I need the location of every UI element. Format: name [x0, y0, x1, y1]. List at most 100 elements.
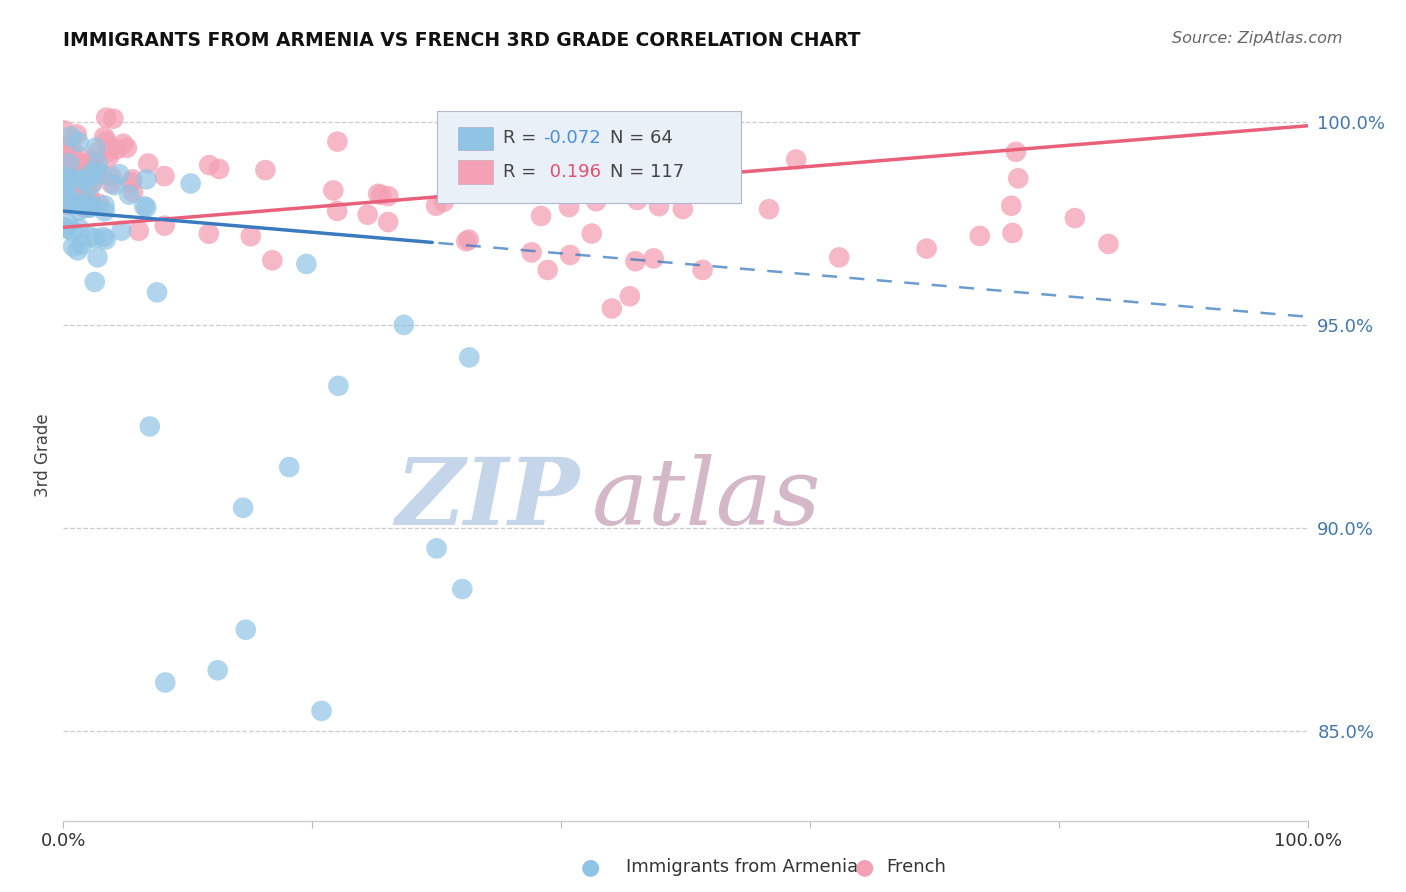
Point [59, 155, 82, 169]
Point [661, 122, 683, 136]
Point [58, 156, 80, 170]
Point [207, 663, 229, 677]
Text: ZIP: ZIP [395, 454, 579, 544]
Point [295, 257, 318, 271]
Point [84, 141, 107, 155]
Point [62, 155, 84, 169]
Point [53, 169, 76, 183]
Point [66, 157, 89, 171]
Point [643, 252, 665, 266]
Point [66, 128, 89, 142]
Point [62, 225, 84, 239]
Point [79, 190, 101, 204]
Point [93, 198, 115, 212]
Point [328, 379, 350, 393]
Point [69, 198, 91, 212]
Point [70, 237, 93, 252]
Point [326, 135, 349, 149]
Point [392, 318, 415, 332]
Point [77, 177, 100, 191]
Point [112, 136, 135, 151]
Text: Source: ZipAtlas.com: Source: ZipAtlas.com [1173, 31, 1343, 46]
Point [87, 164, 110, 178]
Point [79, 166, 101, 180]
Point [65, 187, 87, 202]
Point [59, 179, 82, 194]
Point [77, 201, 100, 215]
Point [537, 263, 560, 277]
Point [53, 186, 76, 200]
Point [108, 167, 131, 181]
Point [692, 263, 714, 277]
Point [153, 169, 176, 183]
Point [619, 187, 641, 202]
Point [120, 176, 142, 190]
Point [100, 169, 122, 183]
FancyBboxPatch shape [458, 127, 492, 150]
Point [180, 177, 202, 191]
Point [97, 150, 120, 164]
Point [370, 187, 392, 202]
Point [83, 199, 105, 213]
Point [451, 582, 474, 596]
Point [208, 161, 231, 176]
Point [585, 194, 607, 209]
Point [785, 153, 807, 167]
FancyBboxPatch shape [437, 112, 741, 202]
Point [70, 157, 93, 171]
Point [84, 165, 107, 179]
Point [80, 161, 103, 176]
Point [103, 178, 125, 193]
Point [828, 251, 851, 265]
Point [66, 174, 89, 188]
Point [53, 155, 76, 169]
Point [103, 112, 125, 126]
Point [67, 221, 90, 235]
Point [93, 129, 115, 144]
Point [58, 194, 80, 208]
Text: ●: ● [581, 857, 600, 877]
Y-axis label: 3rd Grade: 3rd Grade [34, 413, 52, 497]
Point [426, 541, 449, 556]
Point [56, 198, 79, 212]
Point [235, 623, 257, 637]
Point [73, 169, 96, 183]
Point [135, 172, 157, 186]
Point [377, 189, 399, 203]
Point [82, 154, 104, 169]
Point [91, 168, 114, 182]
Point [79, 200, 101, 214]
Point [322, 183, 344, 197]
Text: -0.072: -0.072 [544, 129, 602, 147]
Point [134, 199, 156, 213]
Point [458, 233, 481, 247]
Point [425, 199, 447, 213]
Point [96, 134, 118, 148]
Point [93, 230, 115, 244]
Point [232, 500, 254, 515]
Point [1064, 211, 1087, 225]
Point [530, 209, 553, 223]
Point [86, 145, 108, 160]
Point [79, 230, 101, 244]
Point [541, 152, 564, 166]
Point [136, 156, 159, 170]
Point [509, 186, 531, 201]
Point [146, 285, 169, 300]
Point [458, 351, 481, 365]
Point [86, 157, 108, 171]
Point [619, 289, 641, 303]
Point [83, 275, 105, 289]
Point [648, 199, 671, 213]
Point [63, 189, 86, 203]
Point [60, 172, 83, 186]
Point [96, 111, 118, 125]
Text: N = 117: N = 117 [610, 163, 683, 181]
Point [53, 145, 76, 159]
Text: ●: ● [855, 857, 875, 877]
Point [75, 173, 97, 187]
Point [79, 167, 101, 181]
Point [53, 193, 76, 207]
Point [75, 192, 97, 206]
Point [367, 186, 389, 201]
